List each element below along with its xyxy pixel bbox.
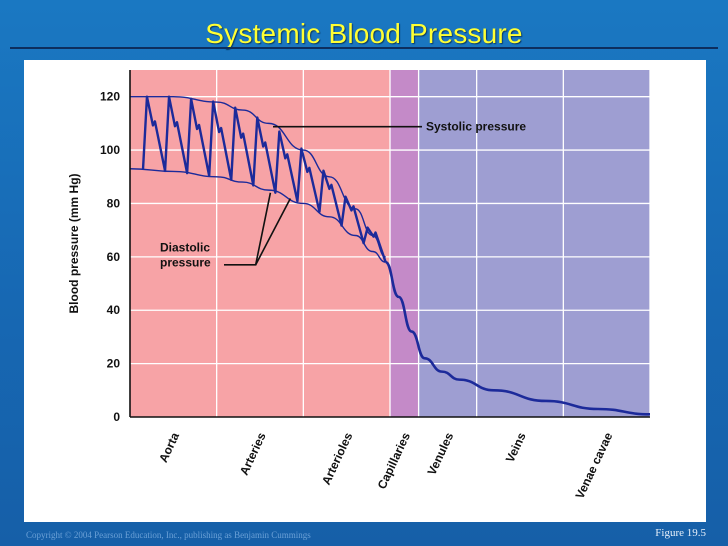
systolic-annotation: Systolic pressure — [426, 120, 526, 134]
diastolic-annotation-line-1: Diastolic — [160, 241, 210, 255]
y-tick-label-60: 60 — [107, 250, 121, 264]
mean-pressure-curve — [384, 260, 651, 416]
curves — [129, 95, 651, 416]
grid — [130, 70, 651, 417]
x-tick-label-arterioles: Arterioles — [319, 430, 356, 487]
slide-title: Systemic Blood Pressure — [205, 18, 523, 49]
region-capillaries — [390, 70, 419, 417]
region-venae-cavae — [563, 70, 650, 417]
diastolic-annotation-line-2: pressure — [160, 256, 211, 270]
region-veins — [476, 70, 564, 417]
diastolic-curve — [129, 168, 386, 263]
y-tick-label-120: 120 — [100, 90, 120, 104]
y-axis-title: Blood pressure (mm Hg) — [67, 173, 81, 313]
chart-panel: 0 20 40 60 80 100 120 Blood pressure (mm Hg) Aor… — [24, 60, 706, 522]
x-tick-label-arteries: Arteries — [237, 430, 269, 477]
x-tick-label-aorta: Aorta — [156, 430, 182, 465]
y-tick-label-0: 0 — [113, 410, 120, 424]
figure-label: Figure 19.5 — [655, 527, 706, 539]
x-tick-label-capillaries: Capillaries — [375, 430, 413, 491]
systolic-curve — [130, 95, 386, 258]
title-divider — [10, 47, 718, 49]
diastolic-leader-b — [254, 198, 292, 266]
x-tick-label-veins: Veins — [503, 430, 529, 465]
x-tick-label-venules: Venules — [424, 430, 456, 477]
y-tick-label-20: 20 — [107, 357, 121, 371]
y-tick-label-80: 80 — [107, 196, 121, 210]
blood-pressure-chart: 0 20 40 60 80 100 120 Blood pressure (mm Hg) Aor… — [67, 70, 651, 501]
x-tick-label-venae-cavae: Venae cavae — [573, 430, 616, 501]
pulse-wave — [141, 95, 387, 263]
copyright-notice: Copyright © 2004 Pearson Education, Inc.… — [26, 530, 311, 540]
y-tick-label-100: 100 — [100, 143, 120, 157]
region-arterioles — [303, 70, 390, 417]
y-tick-label-40: 40 — [107, 303, 121, 317]
